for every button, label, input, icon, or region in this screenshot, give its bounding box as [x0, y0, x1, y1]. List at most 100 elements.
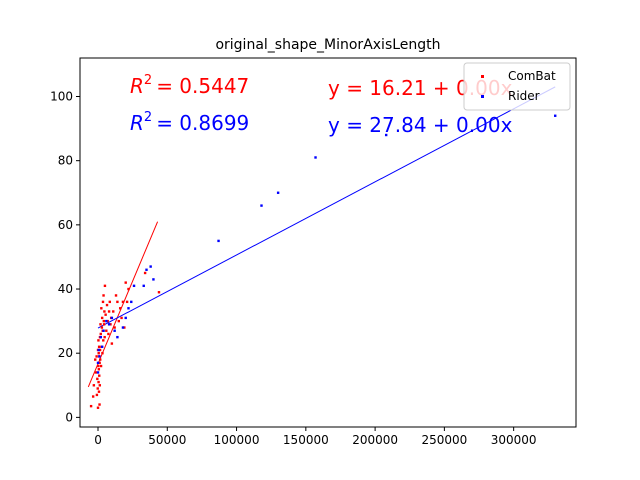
rider-point — [107, 323, 111, 326]
legend: ComBat Rider — [463, 62, 571, 111]
combat-point — [96, 406, 100, 409]
combat-point — [109, 323, 112, 326]
rider-point — [97, 348, 100, 352]
combat-point — [95, 355, 98, 358]
x-tick-label: 0 — [94, 433, 102, 447]
combat-point — [102, 294, 105, 297]
combat-point — [97, 364, 100, 368]
combat-point — [116, 300, 119, 304]
y-tick-label: 0 — [65, 410, 73, 424]
rider-point — [260, 204, 263, 207]
combat-point — [92, 384, 96, 387]
combat-point — [101, 352, 104, 355]
combat-point — [99, 332, 102, 336]
combat-point — [95, 393, 99, 397]
combat-point — [97, 390, 101, 393]
rider-point — [110, 316, 114, 320]
rider-point — [554, 114, 557, 117]
x-tick-label: 300000 — [491, 433, 537, 447]
combat-point — [117, 319, 120, 323]
combat-point — [103, 310, 106, 313]
combat-point — [105, 329, 108, 332]
combat-point — [91, 395, 95, 398]
combat-point — [113, 326, 116, 329]
combat-point — [157, 291, 161, 294]
rider-point — [96, 371, 100, 374]
rider-point — [149, 265, 152, 268]
x-tick-label: 250000 — [421, 433, 467, 447]
combat-point — [127, 287, 130, 291]
rider-point — [145, 268, 148, 271]
y-tick-label: 100 — [50, 90, 73, 104]
x-tick-label: 150000 — [283, 433, 329, 447]
legend-label-combat: ComBat — [508, 69, 556, 83]
combat-point — [102, 339, 105, 342]
rider-point — [314, 156, 317, 159]
combat-point — [89, 404, 93, 408]
combat-point — [107, 332, 110, 336]
combat-point — [99, 358, 102, 361]
combat-point — [124, 281, 127, 284]
legend-box — [463, 62, 571, 111]
combat-r2-exp: 2 — [144, 73, 152, 88]
combat-point — [97, 345, 101, 348]
combat-point — [97, 339, 100, 342]
combat-point — [120, 316, 123, 320]
legend-marker-rider — [481, 95, 484, 98]
y-axis: 0 20 40 60 80 100 — [50, 90, 80, 424]
combat-point — [104, 313, 107, 316]
combat-point — [102, 323, 106, 326]
legend-label-rider: Rider — [508, 89, 540, 103]
rider-point — [113, 329, 116, 332]
rider-point — [116, 335, 119, 339]
rider-point — [100, 345, 104, 348]
x-tick-label: 100000 — [214, 433, 260, 447]
rider-point — [384, 133, 388, 137]
combat-point — [103, 284, 107, 288]
rider-point — [127, 307, 130, 310]
rider-point — [99, 335, 102, 339]
combat-point — [97, 368, 101, 371]
combat-point — [100, 307, 103, 310]
rider-point — [276, 191, 280, 194]
rider-point — [152, 278, 155, 281]
combat-point — [103, 335, 106, 339]
combat-point — [143, 271, 147, 275]
combat-point — [98, 403, 101, 406]
combat-point — [94, 358, 97, 361]
combat-point — [94, 371, 98, 374]
rider-equation: y = 27.84 + 0.00x — [328, 113, 513, 137]
x-tick-label: 50000 — [148, 433, 186, 447]
x-tick-label: 200000 — [352, 433, 398, 447]
combat-point — [105, 303, 109, 307]
combat-point — [98, 361, 101, 365]
combat-point — [110, 342, 114, 345]
combat-point — [107, 310, 111, 313]
y-tick-label: 60 — [58, 218, 73, 232]
legend-marker-combat — [481, 75, 484, 78]
scatter-points — [89, 114, 557, 409]
combat-point — [101, 300, 105, 304]
rider-point — [105, 319, 108, 323]
combat-r2-value: = 0.5447 — [156, 74, 249, 98]
combat-point — [100, 316, 104, 320]
y-tick-label: 20 — [58, 346, 73, 360]
combat-r2-base: R — [130, 74, 144, 98]
plot-frame — [79, 57, 577, 428]
combat-point — [99, 364, 103, 368]
combat-point — [98, 348, 102, 352]
combat-points — [89, 271, 161, 409]
combat-point — [102, 319, 106, 323]
combat-point — [123, 326, 126, 329]
rider-point — [96, 361, 100, 365]
rider-points — [96, 114, 557, 374]
rider-point — [102, 329, 105, 332]
rider-point — [121, 326, 125, 329]
combat-point — [99, 323, 102, 326]
rider-point — [124, 316, 127, 320]
rider-fit-line — [97, 86, 556, 329]
x-axis: 0 50000 100000 150000 200000 250000 300000 — [94, 427, 537, 447]
rider-r2-label: R2 = 0.8699 — [130, 110, 249, 135]
combat-point — [96, 377, 99, 381]
